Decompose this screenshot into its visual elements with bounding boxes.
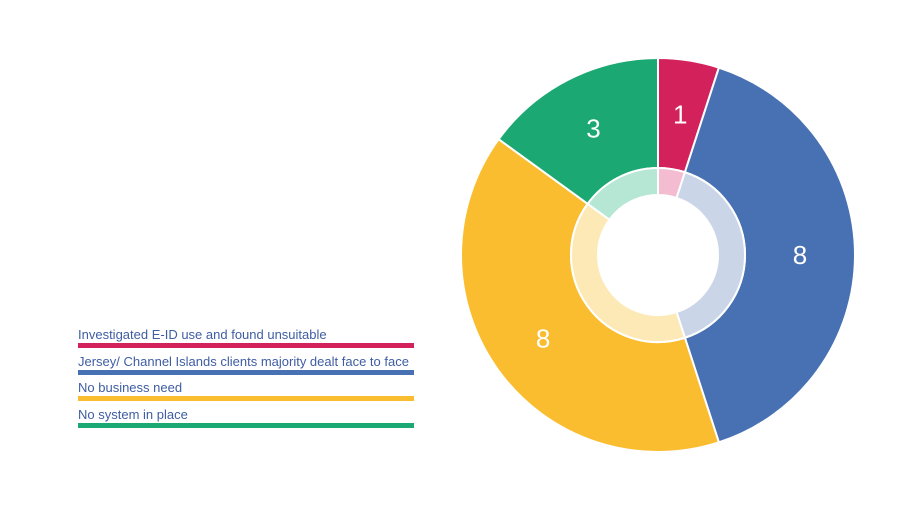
donut-slice-face-to-face [683, 66, 856, 444]
legend-label-face-to-face: Jersey/ Channel Islands clients majority… [78, 353, 409, 369]
legend-label-no-business-need: No business need [78, 380, 183, 395]
slice-value-label-no-system: 3 [586, 113, 600, 143]
donut-inner-slice-no-system [586, 166, 659, 222]
legend-item-unsuitable: Investigated E-ID use and found unsuitab… [78, 327, 414, 354]
legend-swatch-no-business-need [78, 396, 414, 401]
legend-swatch-no-system [78, 422, 414, 428]
slice-value-label-no-business-need: 8 [536, 323, 550, 353]
donut-inner-slice-no-business-need [570, 202, 687, 343]
legend-item-no-business-need: No business need [78, 380, 414, 407]
legend-swatch-face-to-face [78, 369, 414, 375]
slice-value-label-unsuitable: 1 [673, 100, 687, 130]
legend-label-no-system: No system in place [78, 406, 188, 422]
legend-label-unsuitable: Investigated E-ID use and found unsuitab… [78, 327, 327, 342]
legend-swatch-unsuitable [78, 343, 414, 348]
donut-inner-slice-face-to-face [675, 170, 746, 340]
chart-legend: Investigated E-ID use and found unsuitab… [78, 327, 414, 433]
slice-value-label-face-to-face: 8 [793, 240, 807, 270]
legend-item-face-to-face: Jersey/ Channel Islands clients majority… [78, 354, 414, 381]
legend-item-no-system: No system in place [78, 407, 414, 434]
